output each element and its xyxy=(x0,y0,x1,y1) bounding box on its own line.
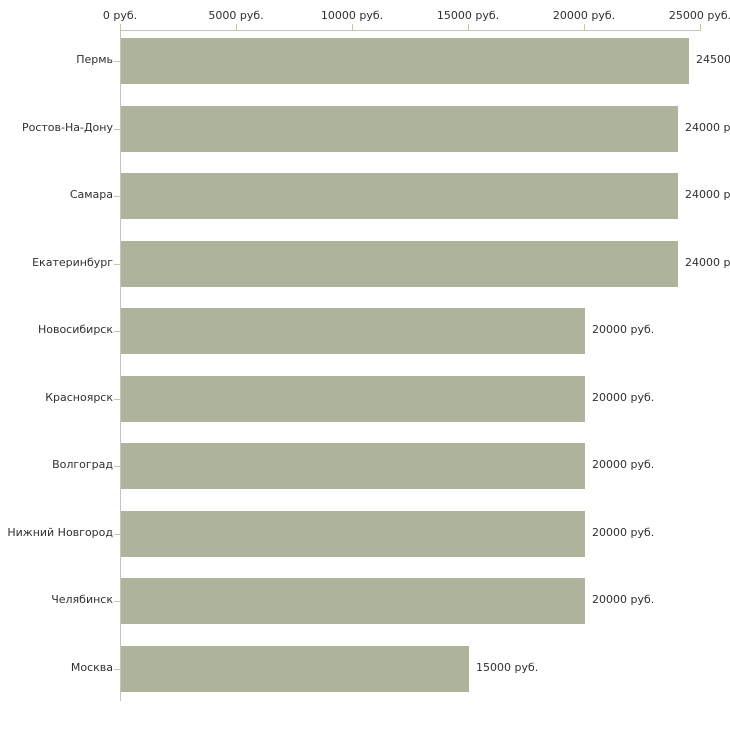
category-tick xyxy=(114,129,120,130)
value-label: 20000 руб. xyxy=(592,526,655,539)
value-label: 20000 руб. xyxy=(592,391,655,404)
bar xyxy=(121,241,678,287)
category-tick xyxy=(114,466,120,467)
category-label: Челябинск xyxy=(51,593,113,606)
bar xyxy=(121,106,678,152)
bar xyxy=(121,578,585,624)
x-axis-tick xyxy=(236,24,237,30)
x-axis-tick xyxy=(468,24,469,30)
category-label: Москва xyxy=(70,661,113,674)
value-label: 24000 руб. xyxy=(685,188,730,201)
category-tick xyxy=(114,669,120,670)
category-tick xyxy=(114,264,120,265)
category-label: Новосибирск xyxy=(37,323,113,336)
value-label: 24000 руб. xyxy=(685,121,730,134)
x-axis-tick-label: 5000 руб. xyxy=(208,9,264,22)
x-axis-tick xyxy=(120,24,121,30)
bar xyxy=(121,308,585,354)
y-axis-line xyxy=(120,30,121,701)
x-axis-line xyxy=(120,30,701,31)
x-axis-tick-label: 0 руб. xyxy=(102,9,138,22)
x-axis-tick-label: 20000 руб. xyxy=(552,9,616,22)
x-axis-tick xyxy=(352,24,353,30)
value-label: 20000 руб. xyxy=(592,458,655,471)
value-label: 24000 руб. xyxy=(685,256,730,269)
x-axis-tick-label: 15000 руб. xyxy=(436,9,500,22)
category-label: Волгоград xyxy=(52,458,113,471)
bar xyxy=(121,173,678,219)
bar xyxy=(121,38,689,84)
x-axis-tick-label: 25000 руб. xyxy=(668,9,730,22)
value-label: 15000 руб. xyxy=(476,661,539,674)
bar xyxy=(121,443,585,489)
category-label: Екатеринбург xyxy=(32,256,113,269)
category-label: Красноярск xyxy=(45,391,113,404)
bar xyxy=(121,511,585,557)
x-axis-tick xyxy=(700,24,701,30)
x-axis-tick-label: 10000 руб. xyxy=(320,9,384,22)
category-label: Пермь xyxy=(76,53,113,66)
category-label: Нижний Новгород xyxy=(7,526,113,539)
category-label: Самара xyxy=(69,188,113,201)
category-tick xyxy=(114,534,120,535)
category-tick xyxy=(114,61,120,62)
x-axis-tick xyxy=(584,24,585,30)
category-tick xyxy=(114,196,120,197)
value-label: 20000 руб. xyxy=(592,323,655,336)
category-tick xyxy=(114,331,120,332)
category-label: Ростов-На-Дону xyxy=(21,121,113,134)
value-label: 24500 руб. xyxy=(696,53,730,66)
bar xyxy=(121,646,469,692)
category-tick xyxy=(114,601,120,602)
bar xyxy=(121,376,585,422)
value-label: 20000 руб. xyxy=(592,593,655,606)
category-tick xyxy=(114,399,120,400)
